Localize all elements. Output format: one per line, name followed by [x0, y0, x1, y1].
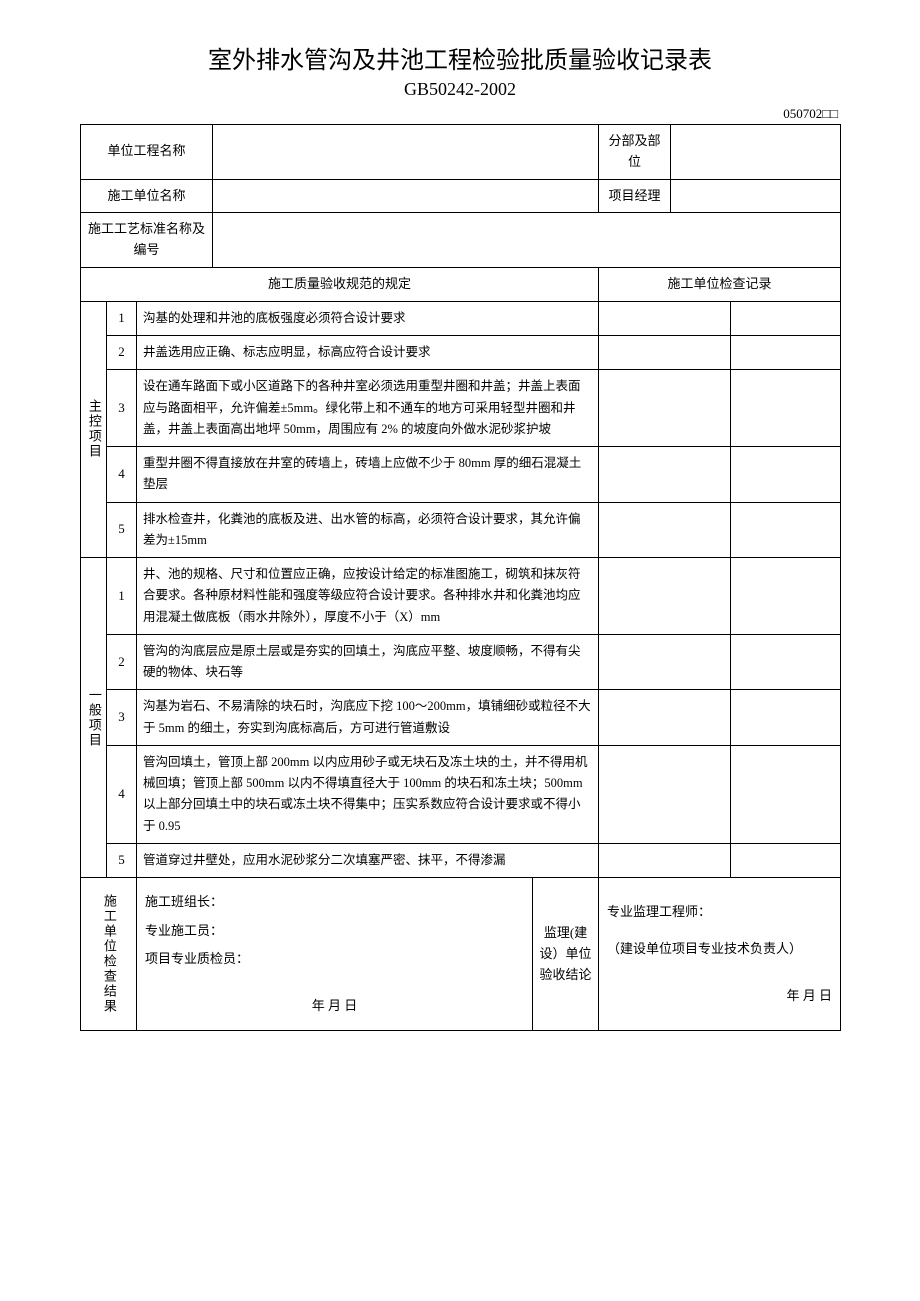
record-cell[interactable] [599, 558, 731, 635]
info-row-2: 施工单位名称 项目经理 [81, 179, 841, 213]
spec-header: 施工质量验收规范的规定 [81, 267, 599, 301]
document-code: 050702□□ [80, 106, 840, 122]
record-header: 施工单位检查记录 [599, 267, 841, 301]
record-cell[interactable] [731, 558, 841, 635]
record-cell[interactable] [731, 690, 841, 746]
main-item-row: 5 排水检查井，化粪池的底板及进、出水管的标高，必须符合设计要求，其允许偏差为±… [81, 502, 841, 558]
right-date: 年 月 日 [607, 964, 832, 1011]
record-cell[interactable] [599, 370, 731, 447]
signature-row: 施工单位检查结果 施工班组长： 专业施工员： 项目专业质检员： 年 月 日 监理… [81, 878, 841, 1031]
pm-label: 项目经理 [599, 179, 671, 213]
foreman-line: 施工班组长： [145, 888, 524, 917]
unit-project-value[interactable] [213, 125, 599, 180]
unit-project-label: 单位工程名称 [81, 125, 213, 180]
engineer-line: 专业监理工程师： [607, 898, 832, 927]
left-date: 年 月 日 [145, 974, 524, 1021]
record-cell[interactable] [731, 843, 841, 877]
item-number: 3 [107, 690, 137, 746]
left-sig-label: 施工单位检查结果 [81, 878, 137, 1031]
main-item-row: 3 设在通车路面下或小区道路下的各种井室必须选用重型井圈和井盖；井盖上表面应与路… [81, 370, 841, 447]
general-item-row: 5 管道穿过井壁处，应用水泥砂浆分二次填塞严密、抹平，不得渗漏 [81, 843, 841, 877]
record-cell[interactable] [731, 502, 841, 558]
record-cell[interactable] [731, 370, 841, 447]
item-text: 设在通车路面下或小区道路下的各种井室必须选用重型井圈和井盖；井盖上表面应与路面相… [137, 370, 599, 447]
item-text: 重型井圈不得直接放在井室的砖墙上，砖墙上应做不少于 80mm 厚的细石混凝土垫层 [137, 447, 599, 503]
item-text: 井盖选用应正确、标志应明显，标高应符合设计要求 [137, 336, 599, 370]
record-cell[interactable] [599, 502, 731, 558]
record-cell[interactable] [599, 745, 731, 843]
item-number: 1 [107, 558, 137, 635]
item-text: 排水检查井，化粪池的底板及进、出水管的标高，必须符合设计要求，其允许偏差为±15… [137, 502, 599, 558]
qc-line: 项目专业质检员： [145, 945, 524, 974]
item-number: 4 [107, 447, 137, 503]
section-value[interactable] [671, 125, 841, 180]
process-std-label: 施工工艺标准名称及编号 [81, 213, 213, 268]
item-text: 管沟回填土，管顶上部 200mm 以内应用砂子或无块石及冻土块的土，并不得用机械… [137, 745, 599, 843]
section-label: 分部及部位 [599, 125, 671, 180]
info-row-1: 单位工程名称 分部及部位 [81, 125, 841, 180]
item-text: 井、池的规格、尺寸和位置应正确，应按设计给定的标准图施工，砌筑和抹灰符合要求。各… [137, 558, 599, 635]
record-cell[interactable] [599, 301, 731, 335]
general-item-row: 3 沟基为岩石、不易清除的块石时，沟底应下挖 100～200mm，填铺细砂或粒径… [81, 690, 841, 746]
record-cell[interactable] [599, 634, 731, 690]
item-number: 5 [107, 843, 137, 877]
left-sig-block[interactable]: 施工班组长： 专业施工员： 项目专业质检员： 年 月 日 [137, 878, 533, 1031]
general-item-row: 2 管沟的沟底层应是原土层或是夯实的回填土，沟底应平整、坡度顺畅，不得有尖硬的物… [81, 634, 841, 690]
construction-unit-value[interactable] [213, 179, 599, 213]
main-item-row: 4 重型井圈不得直接放在井室的砖墙上，砖墙上应做不少于 80mm 厚的细石混凝土… [81, 447, 841, 503]
inspection-form-table: 单位工程名称 分部及部位 施工单位名称 项目经理 施工工艺标准名称及编号 施工质… [80, 124, 841, 1031]
standard-code: GB50242-2002 [80, 79, 840, 100]
record-cell[interactable] [731, 447, 841, 503]
record-cell[interactable] [599, 690, 731, 746]
pm-value[interactable] [671, 179, 841, 213]
page-title: 室外排水管沟及井池工程检验批质量验收记录表 [80, 40, 840, 75]
item-text: 管沟的沟底层应是原土层或是夯实的回填土，沟底应平整、坡度顺畅，不得有尖硬的物体、… [137, 634, 599, 690]
item-number: 1 [107, 301, 137, 335]
item-number: 3 [107, 370, 137, 447]
worker-line: 专业施工员： [145, 917, 524, 946]
general-item-row: 4 管沟回填土，管顶上部 200mm 以内应用砂子或无块石及冻土块的土，并不得用… [81, 745, 841, 843]
record-cell[interactable] [731, 336, 841, 370]
item-number: 2 [107, 336, 137, 370]
main-item-row: 2 井盖选用应正确、标志应明显，标高应符合设计要求 [81, 336, 841, 370]
item-number: 5 [107, 502, 137, 558]
item-text: 沟基的处理和井池的底板强度必须符合设计要求 [137, 301, 599, 335]
record-cell[interactable] [599, 447, 731, 503]
record-cell[interactable] [731, 301, 841, 335]
item-text: 管道穿过井壁处，应用水泥砂浆分二次填塞严密、抹平，不得渗漏 [137, 843, 599, 877]
process-std-value[interactable] [213, 213, 841, 268]
record-cell[interactable] [731, 745, 841, 843]
record-cell[interactable] [599, 843, 731, 877]
item-text: 沟基为岩石、不易清除的块石时，沟底应下挖 100～200mm，填铺细砂或粒径不大… [137, 690, 599, 746]
main-item-row: 主控项目 1 沟基的处理和井池的底板强度必须符合设计要求 [81, 301, 841, 335]
mid-sig-label: 监理(建设）单位验收结论 [533, 878, 599, 1031]
right-sig-block[interactable]: 专业监理工程师： （建设单位项目专业技术负责人） 年 月 日 [599, 878, 841, 1031]
construction-unit-label: 施工单位名称 [81, 179, 213, 213]
main-group-label: 主控项目 [81, 301, 107, 557]
record-cell[interactable] [731, 634, 841, 690]
record-cell[interactable] [599, 336, 731, 370]
info-row-3: 施工工艺标准名称及编号 [81, 213, 841, 268]
item-number: 2 [107, 634, 137, 690]
item-number: 4 [107, 745, 137, 843]
column-header-row: 施工质量验收规范的规定 施工单位检查记录 [81, 267, 841, 301]
owner-line: （建设单位项目专业技术负责人） [607, 935, 832, 964]
general-group-label: 一般项目 [81, 558, 107, 878]
general-item-row: 一般项目 1 井、池的规格、尺寸和位置应正确，应按设计给定的标准图施工，砌筑和抹… [81, 558, 841, 635]
